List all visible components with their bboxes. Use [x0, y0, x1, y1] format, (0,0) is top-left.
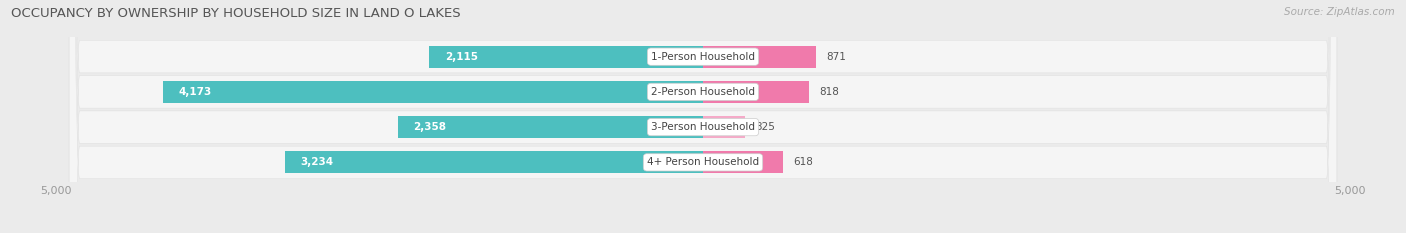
- Text: 4,173: 4,173: [179, 87, 212, 97]
- Bar: [703, 151, 783, 173]
- Text: 1-Person Household: 1-Person Household: [651, 52, 755, 62]
- FancyBboxPatch shape: [69, 0, 1337, 233]
- Bar: [398, 116, 703, 138]
- Bar: [703, 46, 815, 68]
- Bar: [429, 46, 703, 68]
- Bar: [703, 116, 745, 138]
- Text: 3,234: 3,234: [301, 157, 333, 167]
- Text: 818: 818: [820, 87, 839, 97]
- Bar: [163, 81, 703, 103]
- Bar: [284, 151, 703, 173]
- Text: 325: 325: [755, 122, 775, 132]
- Text: 2-Person Household: 2-Person Household: [651, 87, 755, 97]
- Text: 2,115: 2,115: [444, 52, 478, 62]
- Text: OCCUPANCY BY OWNERSHIP BY HOUSEHOLD SIZE IN LAND O LAKES: OCCUPANCY BY OWNERSHIP BY HOUSEHOLD SIZE…: [11, 7, 461, 20]
- Text: 871: 871: [825, 52, 846, 62]
- FancyBboxPatch shape: [69, 0, 1337, 233]
- FancyBboxPatch shape: [69, 0, 1337, 233]
- Text: 3-Person Household: 3-Person Household: [651, 122, 755, 132]
- Bar: [703, 81, 808, 103]
- Text: 4+ Person Household: 4+ Person Household: [647, 157, 759, 167]
- FancyBboxPatch shape: [69, 0, 1337, 233]
- Text: 2,358: 2,358: [413, 122, 447, 132]
- Text: Source: ZipAtlas.com: Source: ZipAtlas.com: [1284, 7, 1395, 17]
- Text: 618: 618: [793, 157, 813, 167]
